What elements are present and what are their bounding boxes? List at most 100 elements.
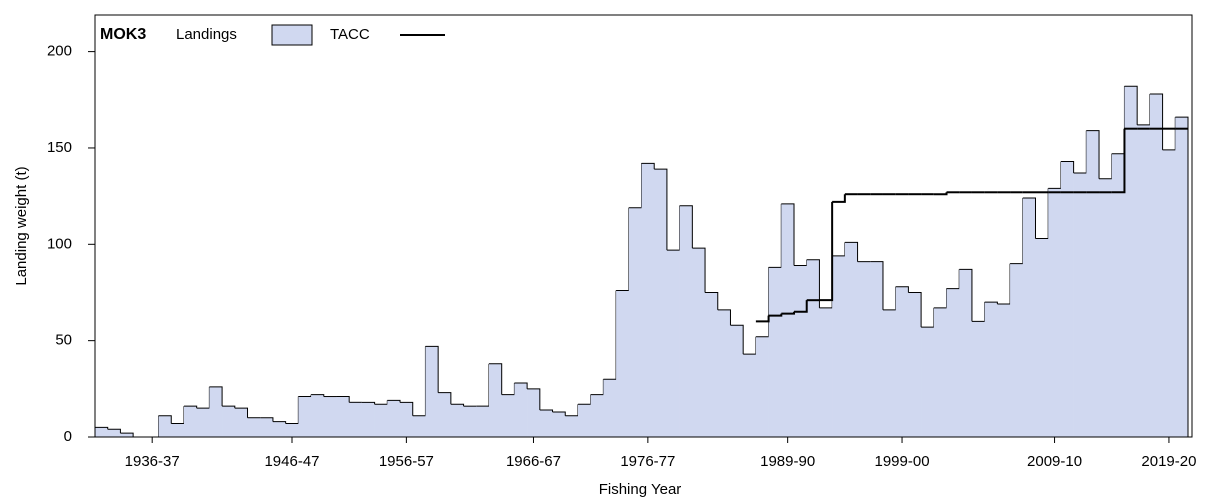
landings-bar [514, 383, 528, 437]
landings-bar [628, 207, 642, 437]
y-tick-label: 0 [64, 428, 72, 445]
y-tick-label: 50 [55, 332, 72, 349]
landings-bar [679, 205, 693, 437]
landings-bar [730, 325, 744, 437]
landings-outline [209, 386, 223, 407]
landings-outline [438, 392, 452, 405]
landings-outline [183, 405, 198, 409]
landings-outline [272, 421, 287, 424]
landings-bar [539, 410, 553, 437]
landings-bar [946, 288, 960, 437]
landings-bar [895, 286, 909, 437]
landings-bar [323, 396, 337, 437]
landings-outline [768, 203, 782, 268]
landings-bar [247, 417, 261, 437]
landings-outline [120, 432, 134, 437]
landings-bar [552, 411, 566, 437]
landings-bar [171, 423, 185, 437]
landings-bar [692, 248, 706, 437]
landings-outline [908, 291, 922, 328]
y-axis-title: Landing weight (t) [13, 166, 30, 285]
landings-bar [311, 394, 325, 437]
landings-bar [832, 255, 846, 437]
landings-bar [1010, 263, 1024, 437]
landings-outline [984, 301, 998, 305]
landings-bar [349, 402, 363, 437]
landings-outline [1175, 116, 1189, 437]
landings-bar [412, 415, 426, 437]
landings-bar [1124, 86, 1138, 437]
landings-bar [95, 427, 109, 437]
landings-bar [425, 346, 439, 437]
landings-outline [1086, 130, 1100, 179]
x-tick-label: 2009-10 [1027, 453, 1082, 470]
landings-outline [1022, 197, 1036, 239]
landings-outline [870, 261, 884, 310]
landings-bar [272, 421, 286, 437]
landings-outline [806, 259, 820, 308]
landings-outline [1060, 160, 1075, 174]
landings-outline [425, 345, 439, 393]
landings-bar [260, 417, 274, 437]
landings-bar [1111, 153, 1125, 437]
landings-bar [959, 269, 973, 437]
landings-bar [819, 307, 833, 437]
landings-outline [933, 288, 948, 309]
landings-bar [450, 404, 464, 437]
landings-outline [565, 404, 579, 417]
x-tick-label: 1999-00 [875, 453, 930, 470]
landings-bar [705, 292, 719, 437]
landings-bar [908, 292, 922, 437]
landings-bar [882, 309, 896, 437]
landings-bar [984, 302, 998, 437]
landings-bar [666, 250, 680, 437]
landings-bar [1086, 130, 1100, 437]
landings-outline [717, 309, 731, 326]
landings-outline [705, 291, 719, 310]
landings-bar [1175, 117, 1189, 437]
legend-label: TACC [330, 26, 370, 43]
y-tick-label: 150 [47, 139, 72, 156]
landings-outline [311, 394, 325, 397]
landings-outline [107, 428, 121, 434]
tacc-line [768, 313, 783, 317]
x-tick-label: 1976-77 [620, 453, 675, 470]
landings-outline [387, 399, 401, 403]
landings-bar [971, 321, 985, 437]
landings-bar [1022, 198, 1036, 437]
tacc-line [755, 315, 770, 323]
landings-bar [921, 327, 935, 437]
landings-outline [400, 401, 414, 416]
landings-bar [743, 354, 757, 437]
landings-bar [234, 408, 248, 437]
landings-bar [1073, 173, 1087, 437]
landings-outline [488, 363, 503, 395]
landings-bar [806, 259, 820, 437]
landings-outline [171, 406, 185, 425]
landings-outline [603, 290, 617, 380]
landings-bar [107, 429, 121, 437]
landings-bar [844, 242, 858, 437]
landings-bar [641, 163, 655, 437]
plot-frame [94, 14, 1193, 438]
landings-bar [1060, 161, 1074, 437]
landings-outline [298, 394, 312, 398]
landings-bar [527, 388, 541, 437]
landings-outline [527, 388, 541, 411]
landings-bar [298, 396, 312, 437]
landings-outline [971, 302, 986, 322]
landings-bar [1099, 178, 1113, 437]
landings-bar [565, 415, 579, 437]
chart-title: MOK3 [100, 26, 146, 43]
landings-outline [222, 405, 236, 409]
plot-marks [94, 85, 1189, 438]
y-tick-label: 100 [47, 235, 72, 252]
landings-bar [476, 406, 490, 437]
landings-bar [222, 406, 236, 437]
landings-outline [336, 396, 350, 403]
landings-outline [882, 286, 897, 311]
landings-bar [1048, 188, 1062, 437]
tacc-line [1111, 128, 1126, 194]
landings-outline [234, 407, 249, 418]
